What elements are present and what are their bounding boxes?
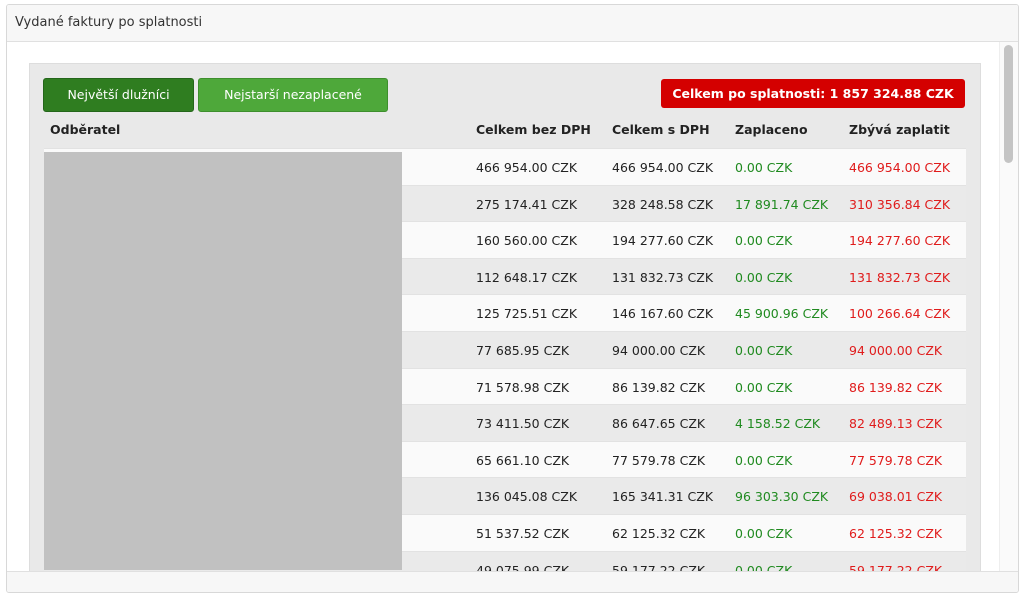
redacted-block xyxy=(44,152,402,570)
column-header: Celkem bez DPH xyxy=(476,122,591,137)
panel-footer xyxy=(7,571,1018,592)
table-cell: 125 725.51 CZK xyxy=(476,306,578,322)
table-cell: 466 954.00 CZK xyxy=(849,160,951,175)
scrollbar[interactable] xyxy=(999,42,1018,572)
total-badge: Celkem po splatnosti: 1 857 324.88 CZK xyxy=(661,79,965,108)
panel-title: Vydané faktury po splatnosti xyxy=(15,15,203,30)
button[interactable]: Nejstarší nezaplacené xyxy=(198,78,388,112)
table-cell: 62 125.32 CZK xyxy=(849,526,943,541)
table-cell: 73 411.50 CZK xyxy=(476,416,570,432)
column-header: Celkem s DPH xyxy=(612,122,710,137)
table-cell: 0.00 CZK xyxy=(735,160,793,175)
table-cell: 82 489.13 CZK xyxy=(849,416,943,432)
button[interactable]: Největší dlužníci xyxy=(43,78,194,112)
table-cell: 0.00 CZK xyxy=(735,452,793,468)
table-cell: 131 832.73 CZK xyxy=(849,269,951,285)
table-cell: 0.00 CZK xyxy=(735,233,793,249)
table-cell: 45 900.96 CZK xyxy=(735,306,829,322)
table-cell: 77 685.95 CZK xyxy=(476,343,570,358)
table-cell: 0.00 CZK xyxy=(735,562,793,573)
table-cell: 0.00 CZK xyxy=(735,343,793,358)
table-cell: 94 000.00 CZK xyxy=(612,343,706,358)
panel: Vydané faktury po splatnosti Největší dl… xyxy=(6,4,1019,593)
table-cell: 466 954.00 CZK xyxy=(612,160,714,175)
table-cell: 0.00 CZK xyxy=(735,269,793,285)
table-cell: 146 167.60 CZK xyxy=(612,306,714,322)
table-cell: 71 578.98 CZK xyxy=(476,379,570,395)
table-cell: 86 139.82 CZK xyxy=(849,379,943,395)
table-cell: 328 248.58 CZK xyxy=(612,196,714,212)
table-cell: 131 832.73 CZK xyxy=(612,269,714,285)
panel-header: Vydané faktury po splatnosti xyxy=(7,5,1018,42)
table-cell: 69 038.01 CZK xyxy=(849,489,943,505)
table-cell: 112 648.17 CZK xyxy=(476,269,578,285)
table-cell: 194 277.60 CZK xyxy=(849,233,951,249)
table-cell: 96 303.30 CZK xyxy=(735,489,829,505)
table-cell: 4 158.52 CZK xyxy=(735,416,821,432)
table-cell: 51 537.52 CZK xyxy=(476,526,570,541)
table-cell: 77 579.78 CZK xyxy=(849,452,943,468)
column-header: Zaplaceno xyxy=(735,122,808,137)
content: Největší dlužníci Nejstarší nezaplacené … xyxy=(29,63,981,573)
scroll-thumb[interactable] xyxy=(1004,45,1013,163)
table-cell: 17 891.74 CZK xyxy=(735,196,829,212)
table-cell: 86 647.65 CZK xyxy=(612,416,706,432)
table-cell: 100 266.64 CZK xyxy=(849,306,951,322)
table-cell: 0.00 CZK xyxy=(735,379,793,395)
table-cell: 59 177.22 CZK xyxy=(612,562,706,573)
table-cell: 86 139.82 CZK xyxy=(612,379,706,395)
table-cell: 310 356.84 CZK xyxy=(849,196,951,212)
table-cell: 59 177.22 CZK xyxy=(849,562,943,573)
table: Odběratel Celkem bez DPH Celkem s DPH Zapla… xyxy=(30,64,980,572)
table-cell: 466 954.00 CZK xyxy=(476,160,578,175)
table-cell: 65 661.10 CZK xyxy=(476,452,570,468)
table-cell: 0.00 CZK xyxy=(735,526,793,541)
table-cell: 94 000.00 CZK xyxy=(849,343,943,358)
table-cell: 136 045.08 CZK xyxy=(476,489,578,505)
table-cell: 275 174.41 CZK xyxy=(476,196,578,212)
table-cell: 165 341.31 CZK xyxy=(612,489,714,505)
table-cell: 62 125.32 CZK xyxy=(612,526,706,541)
column-header: Zbývá zaplatit xyxy=(849,122,950,137)
table-cell: 77 579.78 CZK xyxy=(612,452,706,468)
table-cell: 194 277.60 CZK xyxy=(612,233,714,249)
table-cell: 160 560.00 CZK xyxy=(476,233,578,249)
column-header: Odběratel xyxy=(50,122,121,137)
table-cell: 49 075.99 CZK xyxy=(476,562,570,573)
